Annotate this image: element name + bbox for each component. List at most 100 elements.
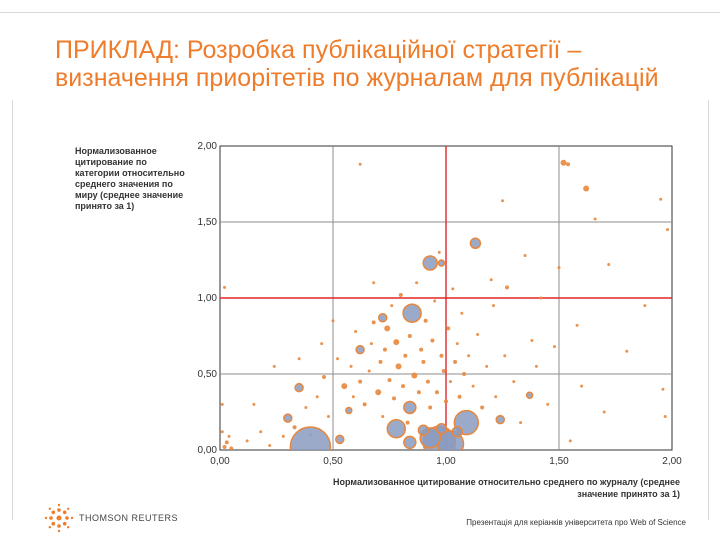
small-point xyxy=(451,287,455,291)
small-point xyxy=(444,399,448,404)
small-point xyxy=(457,394,462,399)
y-tick-label: 0,50 xyxy=(198,369,218,380)
small-point xyxy=(575,323,579,327)
small-point xyxy=(446,326,451,331)
small-point xyxy=(245,439,249,443)
x-tick-label: 0,50 xyxy=(323,456,343,466)
small-point xyxy=(449,380,453,384)
bubble-point xyxy=(451,426,464,438)
bubble-point xyxy=(355,344,365,355)
y-tick-label: 1,50 xyxy=(198,217,218,228)
bubble-point xyxy=(437,259,446,267)
small-point xyxy=(222,444,227,449)
small-point xyxy=(433,299,437,303)
small-point xyxy=(326,415,330,419)
small-point xyxy=(358,379,363,384)
y-tick-label: 1,00 xyxy=(198,293,218,304)
small-point xyxy=(607,263,611,267)
small-point xyxy=(557,266,561,270)
small-point xyxy=(320,342,324,346)
top-divider xyxy=(0,12,720,13)
small-point xyxy=(405,420,410,425)
small-point xyxy=(519,421,523,425)
small-point xyxy=(387,378,392,383)
small-point xyxy=(398,292,403,297)
small-point xyxy=(378,359,383,364)
bubble-point xyxy=(402,303,422,323)
small-point xyxy=(407,334,412,338)
y-tick-label: 2,00 xyxy=(198,141,218,152)
small-point xyxy=(455,342,459,346)
small-point xyxy=(392,396,397,401)
small-point xyxy=(315,395,319,399)
x-tick-label: 0,00 xyxy=(210,456,230,466)
small-point xyxy=(272,364,276,368)
small-point xyxy=(336,357,340,361)
small-point xyxy=(568,439,572,443)
small-point xyxy=(390,304,394,308)
bubble-point xyxy=(435,422,448,435)
small-point xyxy=(369,342,373,346)
small-point xyxy=(375,389,382,396)
small-point xyxy=(395,363,402,370)
bubble-point xyxy=(525,391,534,400)
small-point xyxy=(229,446,234,450)
y-axis-label: Нормализованное цитирование по категории… xyxy=(75,146,185,211)
small-point xyxy=(530,339,534,343)
small-point xyxy=(252,402,256,406)
small-point xyxy=(401,384,406,389)
right-divider xyxy=(708,100,709,520)
x-tick-label: 1,00 xyxy=(436,456,456,466)
small-point xyxy=(489,278,493,282)
bubble-point xyxy=(403,435,417,450)
small-point xyxy=(372,281,376,285)
small-point xyxy=(643,304,647,308)
small-point xyxy=(259,430,263,434)
bubble-point xyxy=(469,237,482,250)
small-point xyxy=(583,185,590,192)
small-point xyxy=(560,159,567,166)
bubble-point xyxy=(345,406,353,415)
small-point xyxy=(625,349,629,353)
small-point xyxy=(661,387,665,391)
footer-logo-text: THOMSON REUTERS xyxy=(79,513,179,523)
small-point xyxy=(663,415,667,419)
small-point xyxy=(358,162,362,166)
small-point xyxy=(523,253,527,257)
small-point xyxy=(354,329,358,333)
small-point xyxy=(227,434,231,438)
bubble-point xyxy=(422,255,438,271)
small-point xyxy=(220,402,224,406)
left-divider xyxy=(12,100,13,520)
small-point xyxy=(439,353,444,358)
small-point xyxy=(304,405,308,409)
small-point xyxy=(566,162,571,167)
small-point xyxy=(467,354,471,358)
small-point xyxy=(349,364,353,368)
small-point xyxy=(494,395,498,399)
small-point xyxy=(546,402,550,406)
small-point xyxy=(441,368,446,373)
small-point xyxy=(665,228,669,232)
small-point xyxy=(416,390,421,395)
small-point xyxy=(382,347,387,352)
small-point xyxy=(419,347,424,352)
small-point xyxy=(341,383,348,390)
small-point xyxy=(437,250,441,254)
bubble-point xyxy=(294,382,304,393)
small-point xyxy=(423,318,428,323)
small-point xyxy=(453,359,458,364)
small-point xyxy=(501,199,504,203)
small-point xyxy=(220,430,224,434)
small-point xyxy=(411,372,418,379)
small-point xyxy=(223,285,227,289)
small-point xyxy=(485,364,489,368)
scatter-chart: 0,000,00 0,50 0,50 1,00 1,00 1,50 1,50 2,00 2,00 xyxy=(198,141,683,466)
small-point xyxy=(371,320,376,325)
small-point xyxy=(268,443,272,447)
bubble-point xyxy=(403,400,417,415)
bubble-point xyxy=(283,413,293,423)
small-point xyxy=(403,353,408,358)
small-point xyxy=(593,217,597,221)
